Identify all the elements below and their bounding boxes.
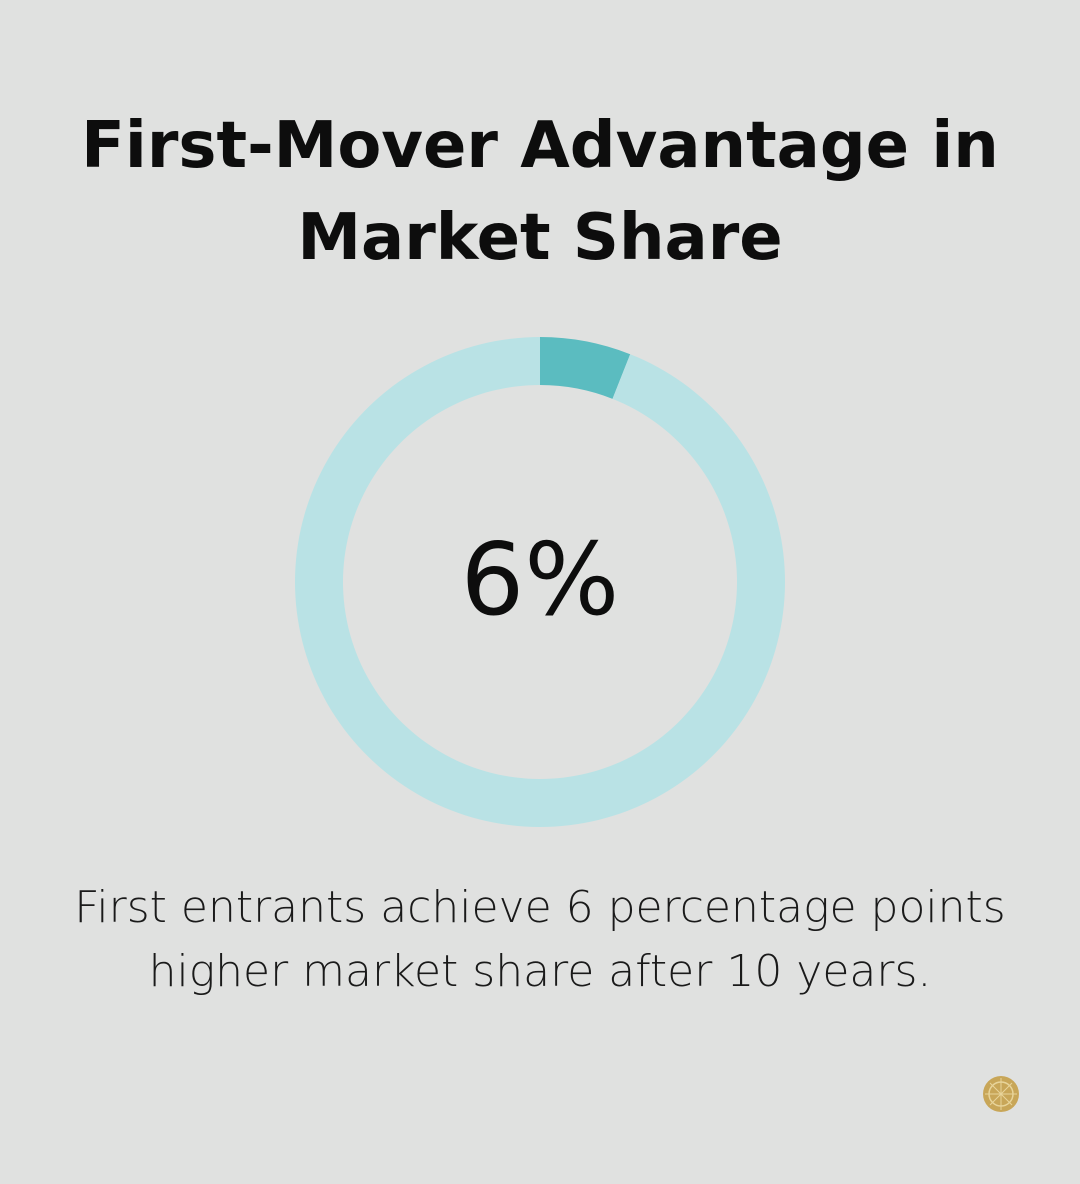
center-value-label: 6% <box>460 521 620 638</box>
brand-logo <box>966 1074 1036 1118</box>
donut-chart <box>294 337 785 827</box>
page-title: First-Mover Advantage in Market Share <box>81 109 999 275</box>
caption: First entrants achieve 6 percentage poin… <box>74 882 1006 997</box>
logo-emblem-icon <box>983 1076 1019 1112</box>
donut-segment-highlight <box>540 337 631 399</box>
